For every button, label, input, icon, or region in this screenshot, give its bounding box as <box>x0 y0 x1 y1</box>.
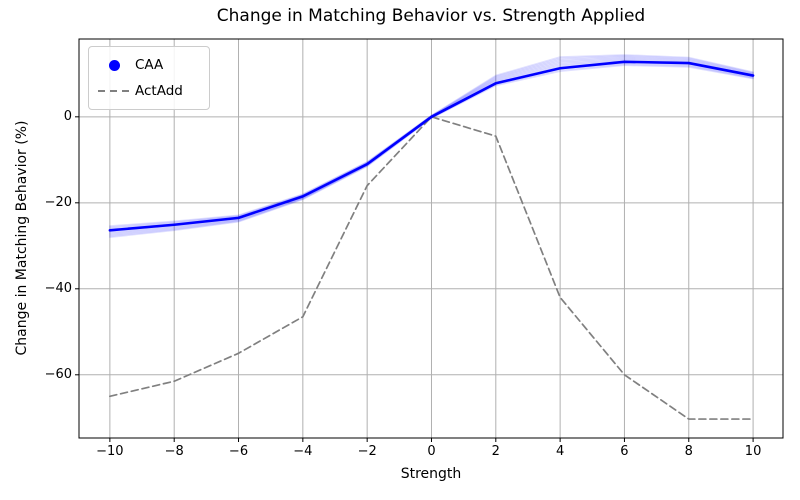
y-tick-label: −20 <box>44 194 72 210</box>
y-tick-label: −40 <box>44 280 72 296</box>
legend-label-actadd: ActAdd <box>135 83 183 99</box>
legend-marker-cell <box>93 59 135 71</box>
x-tick-label: −4 <box>293 444 313 459</box>
legend-item-caa: CAA <box>93 52 203 78</box>
x-tick-label: −8 <box>164 444 184 459</box>
legend-item-actadd: ActAdd <box>93 78 203 104</box>
y-tick-label: 0 <box>63 108 72 124</box>
legend-label-caa: CAA <box>135 57 164 73</box>
y-tick-label: −60 <box>44 366 72 382</box>
x-tick-label: 6 <box>620 444 629 459</box>
caa-line <box>108 60 755 232</box>
legend: CAA ActAdd <box>88 46 210 110</box>
x-tick-label: −10 <box>96 444 124 459</box>
x-tick-label: 2 <box>491 444 500 459</box>
x-tick-label: 4 <box>555 444 565 459</box>
caa-circle-marker-icon <box>108 59 120 71</box>
x-tick-label: 8 <box>684 444 693 459</box>
chart-title: Change in Matching Behavior vs. Strength… <box>216 6 646 26</box>
x-tick-label: −6 <box>228 444 249 459</box>
actadd-dashed-line-icon <box>97 90 131 92</box>
x-axis-label: Strength <box>400 466 462 482</box>
x-tick-label: −2 <box>357 444 377 459</box>
legend-marker-cell <box>93 90 135 92</box>
x-tick-label: 0 <box>427 444 436 459</box>
x-tick-label: 10 <box>744 444 762 459</box>
